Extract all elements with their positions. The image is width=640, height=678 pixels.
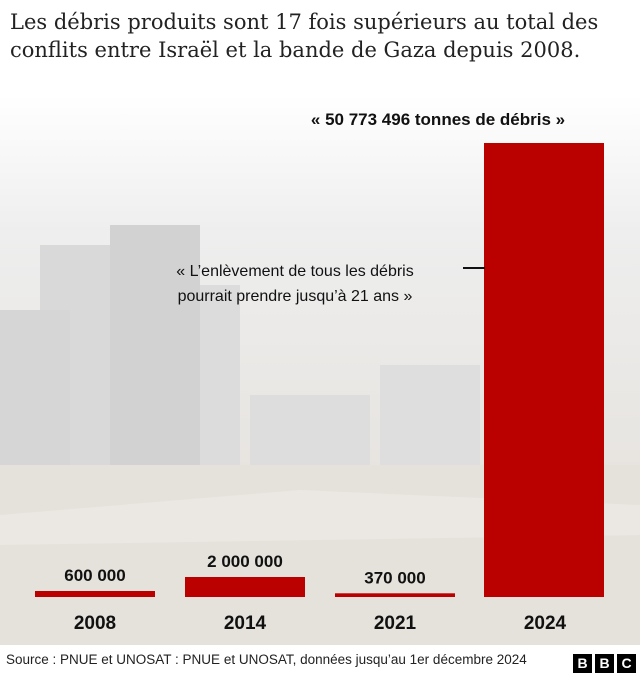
- bar-2008: [35, 591, 155, 597]
- source-note: Source : PNUE et UNOSAT : PNUE et UNOSAT…: [6, 652, 527, 667]
- bar-chart: 600 000 2 000 000 370 000 2008 2014 2021 2024…: [0, 95, 640, 645]
- duration-annotation-line: « L’enlèvement de tous les débris: [176, 263, 413, 280]
- bar-2014: [185, 577, 305, 597]
- bar-2024: [484, 143, 604, 597]
- category-label-2024: 2024: [524, 613, 567, 634]
- value-label-2021: 370 000: [364, 568, 425, 587]
- total-annotation: « 50 773 496 tonnes de débris »: [311, 110, 565, 129]
- bbc-logo: B B C: [573, 654, 636, 673]
- chart-title: Les débris produits sont 17 fois supérie…: [10, 10, 599, 62]
- value-label-2008: 600 000: [64, 566, 125, 585]
- category-label-2021: 2021: [374, 613, 417, 634]
- bar-2021: [335, 593, 455, 597]
- bbc-logo-letter: B: [573, 654, 592, 673]
- value-label-2014: 2 000 000: [207, 552, 283, 571]
- duration-annotation-line: pourrait prendre jusqu’à 21 ans »: [178, 288, 413, 305]
- bbc-logo-letter: C: [617, 654, 636, 673]
- category-label-2008: 2008: [74, 613, 116, 634]
- category-label-2014: 2014: [224, 613, 267, 634]
- bbc-logo-letter: B: [595, 654, 614, 673]
